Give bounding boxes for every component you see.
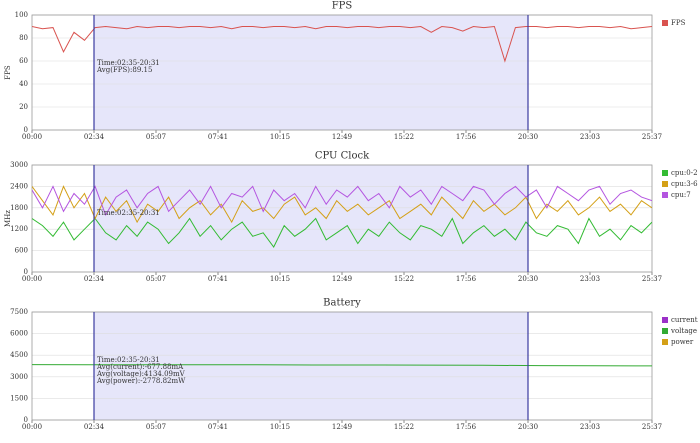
series-line bbox=[32, 217, 652, 248]
selection bbox=[94, 165, 528, 272]
chart: CPU Clock MHz 0 600 1200 1800 2400 3000 00:00 02:… bbox=[4, 151, 698, 284]
y-axis-label: MHz bbox=[4, 210, 12, 227]
legend-swatch bbox=[662, 181, 668, 187]
chart: Battery 0 1500 3000 4500 6000 7500 00:00 02:34 05… bbox=[10, 298, 698, 432]
chart-title: FPS bbox=[332, 1, 353, 12]
selection bbox=[94, 15, 528, 130]
x-tick-label: 20:30 bbox=[518, 133, 538, 141]
selection bbox=[94, 312, 528, 420]
x-tick-label: 12:49 bbox=[332, 423, 352, 431]
series-line bbox=[32, 185, 652, 224]
y-tick-label: 100 bbox=[15, 11, 28, 19]
chart: FPS FPS 0 20 40 60 80 100 00:00 02:34 05:07 07:41 10… bbox=[4, 1, 686, 142]
legend-swatch bbox=[662, 339, 668, 345]
annotation: Time:02:35-20:31 bbox=[97, 209, 160, 217]
legend-swatch bbox=[662, 170, 668, 176]
x-tick-label: 15:22 bbox=[394, 275, 414, 283]
x-tick-label: 23:03 bbox=[580, 423, 600, 431]
x-tick-label: 17:56 bbox=[456, 275, 477, 283]
y-tick-label: 1500 bbox=[10, 394, 28, 402]
x-tick-label: 05:07 bbox=[146, 423, 166, 431]
series-line bbox=[32, 25, 652, 63]
annotation: Avg(voltage):4134.09mV bbox=[96, 370, 186, 378]
y-tick-label: 3000 bbox=[10, 161, 28, 169]
legend-label: current bbox=[671, 316, 698, 324]
x-tick-label: 00:00 bbox=[22, 275, 42, 283]
y-tick-label: 4500 bbox=[10, 351, 28, 359]
y-tick-label: 1200 bbox=[10, 225, 28, 233]
legend-swatch bbox=[662, 328, 668, 334]
legend-swatch bbox=[662, 192, 668, 198]
annotation: Time:02:35-20:31 bbox=[97, 356, 160, 364]
x-tick-label: 07:41 bbox=[208, 275, 228, 283]
legend-label: FPS bbox=[671, 19, 686, 27]
y-tick-label: 7500 bbox=[10, 308, 28, 316]
x-tick-label: 23:03 bbox=[580, 275, 600, 283]
y-tick-label: 60 bbox=[19, 57, 28, 65]
x-tick-label: 07:41 bbox=[208, 133, 228, 141]
legend-label: power bbox=[671, 338, 694, 346]
y-tick-label: 1800 bbox=[10, 204, 28, 212]
x-tick-label: 25:37 bbox=[642, 133, 662, 141]
chart-title: CPU Clock bbox=[315, 151, 370, 162]
x-tick-label: 00:00 bbox=[22, 133, 42, 141]
x-tick-label: 23:03 bbox=[580, 133, 600, 141]
x-tick-label: 10:15 bbox=[270, 133, 290, 141]
x-tick-label: 12:49 bbox=[332, 133, 352, 141]
series-line bbox=[32, 364, 652, 367]
y-tick-label: 6000 bbox=[10, 330, 28, 338]
x-tick-label: 00:00 bbox=[22, 423, 42, 431]
legend-swatch bbox=[662, 20, 668, 26]
x-tick-label: 25:37 bbox=[642, 423, 662, 431]
chart-title: Battery bbox=[323, 298, 361, 309]
x-tick-label: 10:15 bbox=[270, 275, 290, 283]
legend-label: cpu:3-6 bbox=[671, 180, 698, 188]
x-tick-label: 07:41 bbox=[208, 423, 228, 431]
x-tick-label: 12:49 bbox=[332, 275, 352, 283]
legend-label: cpu:0-2 bbox=[671, 169, 698, 177]
series-line bbox=[32, 185, 652, 217]
x-tick-label: 02:34 bbox=[84, 275, 105, 283]
x-tick-label: 20:30 bbox=[518, 423, 538, 431]
y-tick-label: 40 bbox=[19, 80, 28, 88]
x-tick-label: 17:56 bbox=[456, 133, 477, 141]
y-tick-label: 20 bbox=[19, 103, 28, 111]
legend-label: voltage bbox=[670, 327, 697, 335]
x-tick-label: 05:07 bbox=[146, 133, 166, 141]
x-tick-label: 02:34 bbox=[84, 423, 105, 431]
y-tick-label: 0 bbox=[24, 416, 28, 424]
y-tick-label: 3000 bbox=[10, 373, 28, 381]
legend-label: cpu:7 bbox=[671, 191, 691, 199]
x-tick-label: 05:07 bbox=[146, 275, 166, 283]
plot-frame bbox=[31, 311, 653, 421]
annotation: Avg(FPS):89.15 bbox=[96, 66, 152, 74]
x-tick-label: 15:22 bbox=[394, 423, 414, 431]
x-tick-label: 15:22 bbox=[394, 133, 414, 141]
x-tick-label: 17:56 bbox=[456, 423, 477, 431]
y-axis-label: FPS bbox=[4, 65, 12, 80]
x-tick-label: 10:15 bbox=[270, 423, 290, 431]
x-tick-label: 02:34 bbox=[84, 133, 105, 141]
legend-swatch bbox=[662, 317, 668, 323]
annotation: Avg(current):-677.88mA bbox=[96, 363, 184, 371]
x-tick-label: 20:30 bbox=[518, 275, 538, 283]
annotation: Time:02:35-20:31 bbox=[97, 59, 160, 67]
y-tick-label: 0 bbox=[24, 268, 28, 276]
y-tick-label: 600 bbox=[15, 247, 28, 255]
x-tick-label: 25:37 bbox=[642, 275, 662, 283]
y-tick-label: 2400 bbox=[10, 182, 28, 190]
plot-frame bbox=[31, 14, 653, 131]
y-tick-label: 80 bbox=[19, 34, 28, 42]
annotation: Avg(power):-2778.82mW bbox=[96, 377, 186, 385]
y-tick-label: 0 bbox=[24, 126, 28, 134]
